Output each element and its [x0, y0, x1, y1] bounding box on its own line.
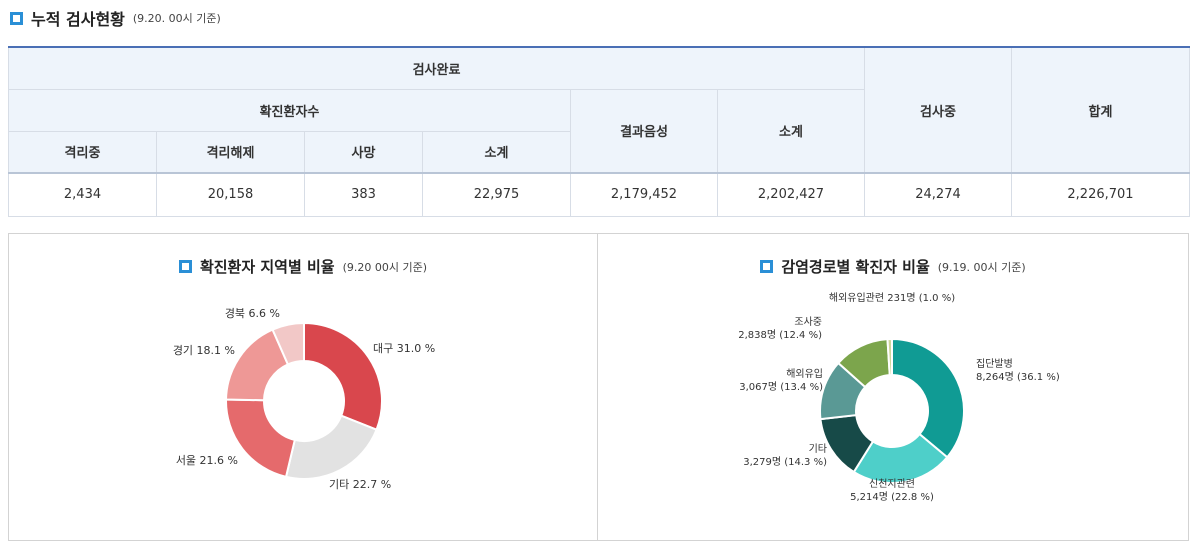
- cell-isolated: 2,434: [8, 172, 157, 217]
- header-deaths: 사망: [304, 130, 423, 174]
- slice-label: 기타 3,279명 (14.3 %): [743, 443, 827, 468]
- region-chart-header: 확진환자 지역별 비율 (9.20 00시 기준): [9, 256, 597, 277]
- slice-1[interactable]: [891, 337, 965, 459]
- slice-label: 해외유입관련 231명 (1.0 %): [829, 291, 955, 304]
- slice-label: 기타 22.7 %: [329, 478, 391, 491]
- cell-testing: 24,274: [864, 172, 1012, 217]
- slice-5[interactable]: [271, 321, 305, 366]
- cell-negative: 2,179,452: [570, 172, 718, 217]
- section-subtitle: (9.20. 00시 기준): [132, 12, 221, 25]
- chart-title: 감염경로별 확진자 비율: [781, 258, 930, 276]
- header-testing: 검사중: [864, 46, 1012, 174]
- region-donut-chart: 대구 31.0 % 기타 22.7 % 서울 21.6 % 경기 18.1 % 경북 6…: [173, 307, 435, 491]
- slice-label: 경북 6.6 %: [225, 307, 280, 320]
- header-released: 격리해제: [156, 130, 305, 174]
- slice-label: 서울 21.6 %: [176, 454, 238, 467]
- section-title: 누적 검사현황: [31, 10, 125, 29]
- slice-label: 집단발병 8,264명 (36.1 %): [976, 358, 1060, 383]
- slice-6[interactable]: [886, 337, 893, 377]
- cell-completed-subtotal: 2,202,427: [717, 172, 865, 217]
- square-bullet-icon: [760, 260, 774, 273]
- square-bullet-icon: [178, 260, 192, 273]
- header-confirmed-subtotal: 소계: [422, 130, 571, 174]
- chart-subtitle: (9.19. 00시 기준): [937, 260, 1026, 274]
- header-isolated: 격리중: [8, 130, 157, 174]
- route-chart-header: 감염경로별 확진자 비율 (9.19. 00시 기준): [598, 256, 1188, 277]
- slice-2[interactable]: [284, 414, 378, 480]
- region-chart-panel: 확진환자 지역별 비율 (9.20 00시 기준) 대구 31.0 % 기타 22…: [8, 233, 598, 541]
- header-total: 합계: [1011, 46, 1190, 174]
- cell-confirmed-subtotal: 22,975: [422, 172, 571, 217]
- chart-subtitle: (9.20 00시 기준): [342, 260, 428, 274]
- slice-label: 조사중 2,838명 (12.4 %): [738, 316, 822, 341]
- section-header: 누적 검사현황 (9.20. 00시 기준): [10, 8, 221, 29]
- slice-label: 대구 31.0 %: [373, 342, 435, 355]
- test-status-table: 검사완료 검사중 합계 확진환자수 결과음성 소계 격리중 격리해제 사망 소계…: [8, 46, 1190, 217]
- slice-label: 해외유입 3,067명 (13.4 %): [739, 367, 823, 393]
- slice-label: 신천지관련 5,214명 (22.8 %): [850, 478, 934, 503]
- cell-total: 2,226,701: [1011, 172, 1190, 217]
- header-completed: 검사완료: [8, 46, 865, 90]
- cell-released: 20,158: [156, 172, 305, 217]
- route-chart-panel: 감염경로별 확진자 비율 (9.19. 00시 기준) 집단발병 8,264명 (…: [597, 233, 1189, 541]
- header-negative: 결과음성: [570, 88, 718, 174]
- route-donut-chart: 집단발병 8,264명 (36.1 %) 신천지관련 5,214명 (22.8 %) 기…: [738, 291, 1060, 503]
- header-confirmed: 확진환자수: [8, 88, 571, 132]
- slice-1[interactable]: [303, 321, 383, 432]
- chart-title: 확진환자 지역별 비율: [199, 258, 335, 276]
- header-completed-subtotal: 소계: [717, 88, 865, 174]
- slice-label: 경기 18.1 %: [173, 344, 235, 357]
- table-row: 2,434 20,158 383 22,975 2,179,452 2,202,…: [8, 172, 1190, 217]
- square-bullet-icon: [10, 11, 23, 25]
- cell-deaths: 383: [304, 172, 423, 217]
